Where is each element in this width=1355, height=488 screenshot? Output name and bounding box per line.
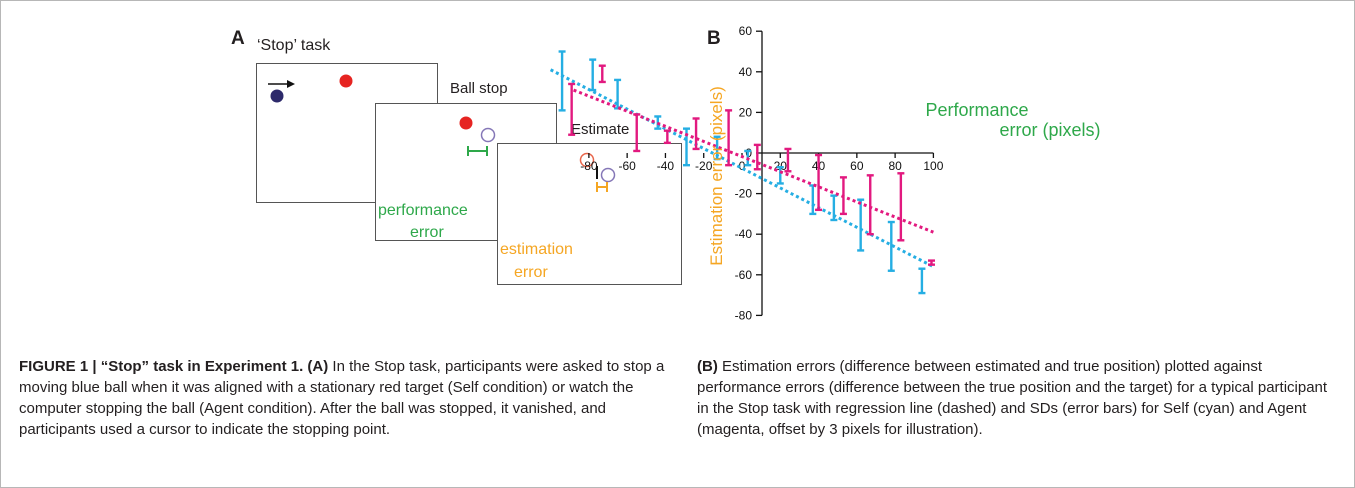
red-target [339, 74, 353, 88]
ball-position-outline [600, 167, 616, 183]
blue-ball [270, 89, 284, 103]
caption-panel-a: FIGURE 1 | “Stop” task in Experiment 1. … [19, 356, 667, 440]
panel-a-letter: A [231, 28, 245, 49]
y-tick-label: 20 [739, 105, 753, 119]
panel-b-letter: B [707, 28, 721, 49]
performance-error-bracket [467, 146, 488, 156]
estimation-error-label-line1: estimation [500, 241, 573, 258]
chart-series [549, 50, 935, 295]
estimate-label: Estimate [571, 121, 630, 138]
panel-a-graphics [268, 74, 616, 192]
y-tick-label: 60 [739, 24, 753, 38]
caption-a-text: In the Stop task, participants were aske… [19, 358, 665, 438]
y-tick-label: -40 [735, 227, 753, 241]
x-tick-label: 0 [739, 159, 746, 173]
estimation-error-chart: 6040200-20-40-60-80-80-60-40-20020406080… [549, 24, 1101, 322]
caption-b-text: Estimation errors (difference between es… [697, 358, 1328, 438]
performance-error-label-line1: performance [378, 202, 468, 219]
x-tick-label: 80 [888, 159, 902, 173]
x-tick-label: -40 [657, 159, 675, 173]
x-tick-label: 100 [923, 159, 943, 173]
agent-regression-line [573, 88, 934, 234]
motion-arrow-icon [268, 80, 295, 88]
target-outline [579, 152, 595, 168]
y-tick-label: -80 [735, 308, 753, 322]
performance-error-label-line2: error [410, 224, 444, 241]
x-axis-label-line2: error (pixels) [999, 120, 1100, 140]
caption-panel-b: (B) Estimation errors (difference betwee… [697, 356, 1337, 440]
ball-stop-label: Ball stop [450, 80, 508, 97]
x-axis-label-line1: Performance [925, 100, 1028, 120]
x-tick-label: -80 [580, 159, 598, 173]
ball-stop-outline [480, 127, 496, 143]
y-tick-label: 40 [739, 65, 753, 79]
red-target-stop [459, 116, 473, 130]
y-tick-label: -20 [735, 187, 753, 201]
chart-axes: 6040200-20-40-60-80-80-60-40-20020406080… [580, 24, 944, 322]
y-tick-label: -60 [735, 268, 753, 282]
x-tick-label: -20 [695, 159, 713, 173]
y-axis-label: Estimation error (pixels) [707, 86, 726, 266]
x-tick-label: -60 [618, 159, 636, 173]
stop-task-title: ‘Stop’ task [257, 37, 331, 54]
caption-a-label: FIGURE 1 | “Stop” task in Experiment 1. … [19, 358, 329, 375]
caption-b-label: (B) [697, 358, 718, 375]
estimation-error-label-line2: error [514, 264, 548, 281]
estimation-error-bracket [596, 182, 608, 192]
x-tick-label: 60 [850, 159, 864, 173]
